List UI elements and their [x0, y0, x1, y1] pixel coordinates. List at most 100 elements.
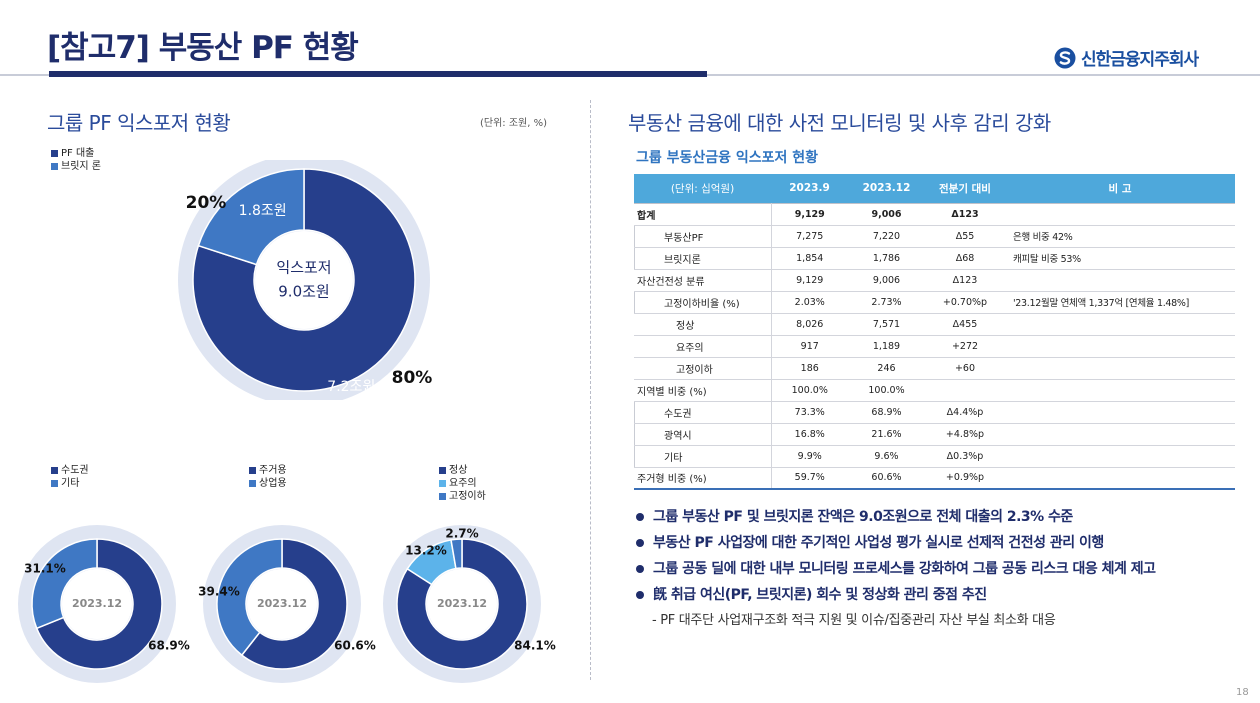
donut-center: [255, 231, 353, 329]
value-2023-12-cell: 2.73%: [848, 291, 925, 314]
qoq-change-cell: Δ0.3%p: [925, 445, 1005, 468]
value-2023-9-cell: 8,026: [771, 313, 848, 336]
slice-percent-label: 39.4%: [198, 585, 240, 599]
legend-item: 상업용: [249, 477, 287, 490]
donut-center: [247, 569, 317, 639]
bullet-item: 그룹 부동산 PF 및 브릿지론 잔액은 9.0조원으로 전체 대출의 2.3%…: [636, 504, 1246, 530]
value-2023-12-cell: 9.6%: [848, 445, 925, 468]
exposure-donut-chart: 7.2조원 80% 1.8조원 20% 익스포저 9.0조원: [178, 160, 433, 400]
legend-item: PF 대출: [51, 147, 101, 160]
legend-item: 수도권: [51, 464, 89, 477]
bullet-text: 그룹 부동산 PF 및 브릿지론 잔액은 9.0조원으로 전체 대출의 2.3%…: [653, 509, 1073, 525]
table-row: 요주의 917 1,189 +272: [634, 335, 1235, 358]
donut-center-label: 9.0조원: [278, 283, 329, 301]
sub-bullet-text: - PF 대주단 사업재구조화 적극 지원 및 이슈/집중관리 자산 부실 최소…: [652, 613, 1056, 628]
value-2023-12-cell: 9,006: [848, 202, 925, 226]
company-logo: 신한금융지주회사: [1054, 45, 1199, 70]
legend-swatch: [439, 493, 446, 500]
row-label-cell: 기타: [634, 445, 772, 468]
table-title: 그룹 부동산금융 익스포저 현황: [636, 150, 819, 166]
value-2023-9-cell: 9,129: [771, 268, 848, 292]
remark-cell: [1005, 357, 1235, 380]
table-row: 부동산PF 7,275 7,220 Δ55 은행 비중 42%: [634, 225, 1235, 248]
remark-cell: 은행 비중 42%: [1005, 225, 1235, 248]
slice-percent-label: 60.6%: [334, 639, 376, 653]
legend-item: 요주의: [439, 477, 486, 490]
legend-swatch: [439, 467, 446, 474]
legend-label: 상업용: [259, 478, 287, 489]
bullet-item: 그룹 공동 딜에 대한 내부 모니터링 프로세스를 강화하여 그룹 공동 리스크…: [636, 556, 1246, 582]
bullet-dot-icon: [636, 513, 644, 521]
donut-center: [62, 569, 132, 639]
donut-center-label: 2023.12: [257, 597, 307, 610]
legend-swatch: [51, 163, 58, 170]
value-2023-9-cell: 16.8%: [771, 423, 848, 446]
logo-text: 신한금융지주회사: [1081, 50, 1199, 70]
row-label-cell: 주거형 비중 (%): [634, 466, 772, 490]
bullet-dot-icon: [636, 565, 644, 573]
slice-percent-label: 2.7%: [445, 527, 478, 541]
value-2023-9-cell: 59.7%: [771, 466, 848, 490]
value-2023-12-cell: 60.6%: [848, 466, 925, 490]
bullet-item: 부동산 PF 사업장에 대한 주기적인 사업성 평가 실시로 선제적 건전성 관…: [636, 530, 1246, 556]
donut-center-label: 익스포저: [276, 259, 331, 277]
usage-donut-chart: 60.6% 39.4% 2023.12: [198, 525, 376, 683]
region-chart-legend: 수도권 기타: [51, 464, 89, 490]
legend-item: 정상: [439, 464, 486, 477]
value-2023-9-cell: 9,129: [771, 202, 848, 226]
qoq-change-cell: Δ123: [925, 202, 1005, 226]
table-row: 자산건전성 분류 9,129 9,006 Δ123: [634, 268, 1235, 292]
value-2023-12-cell: 68.9%: [848, 401, 925, 424]
donut-slice: [216, 538, 283, 657]
row-label-cell: 합계: [634, 202, 772, 226]
slice-percent-label: 20%: [186, 193, 227, 213]
value-2023-9-cell: 186: [771, 357, 848, 380]
remark-cell: [1005, 268, 1235, 292]
qoq-change-cell: +60: [925, 357, 1005, 380]
legend-label: 정상: [449, 465, 468, 476]
qoq-change-cell: +0.70%p: [925, 291, 1005, 314]
quality-donut-chart: 84.1% 13.2% 2.7% 2023.12: [383, 525, 556, 683]
value-2023-12-cell: 7,571: [848, 313, 925, 336]
row-label-cell: 요주의: [634, 335, 772, 358]
row-label-cell: 지역별 비중 (%): [634, 378, 772, 402]
donut-center-label: 2023.12: [437, 597, 487, 610]
donut-slice: [31, 538, 98, 630]
donut-slice: [396, 538, 528, 670]
slice-percent-label: 80%: [392, 368, 433, 388]
section-divider: [590, 100, 591, 680]
value-2023-9-cell: 9.9%: [771, 445, 848, 468]
table-row: 기타 9.9% 9.6% Δ0.3%p: [634, 445, 1235, 468]
main-chart-legend: PF 대출 브릿지 론: [51, 147, 101, 173]
legend-label: 주거용: [259, 465, 287, 476]
row-label-cell: 부동산PF: [634, 225, 772, 248]
value-2023-12-cell: 21.6%: [848, 423, 925, 446]
remark-cell: [1005, 335, 1235, 358]
legend-label: 고정이하: [449, 491, 486, 502]
remark-cell: [1005, 202, 1235, 226]
region-donut-chart: 68.9% 31.1% 2023.12: [18, 525, 190, 683]
legend-swatch: [249, 467, 256, 474]
bullet-dot-icon: [636, 591, 644, 599]
bullet-text: 그룹 공동 딜에 대한 내부 모니터링 프로세스를 강화하여 그룹 공동 리스크…: [653, 561, 1156, 577]
slice-percent-label: 68.9%: [148, 639, 190, 653]
page-number: 18: [1236, 687, 1249, 698]
remark-cell: [1005, 313, 1235, 336]
donut-center: [427, 569, 497, 639]
exposure-table: (단위: 십억원) 2023.9 2023.12 전분기 대비 비 고 합계 9,…: [634, 174, 1235, 490]
title-accent-bar: [49, 71, 707, 77]
remark-cell: 캐피탈 비중 53%: [1005, 247, 1235, 270]
bullet-item: 旣 취급 여신(PF, 브릿지론) 회수 및 정상화 관리 중점 추진: [636, 582, 1246, 608]
qoq-change-cell: [925, 378, 1005, 402]
slice-amount-label: 1.8조원: [239, 203, 287, 219]
value-2023-9-cell: 917: [771, 335, 848, 358]
value-2023-9-cell: 1,854: [771, 247, 848, 270]
table-row: 고정이하비율 (%) 2.03% 2.73% +0.70%p '23.12월말 연체액 …: [634, 291, 1235, 314]
legend-swatch: [439, 480, 446, 487]
row-label-cell: 정상: [634, 313, 772, 336]
table-header-cell: (단위: 십억원): [634, 174, 771, 203]
value-2023-12-cell: 100.0%: [848, 378, 925, 402]
shinhan-logo-icon: [1054, 47, 1076, 68]
slice-percent-label: 84.1%: [514, 639, 556, 653]
donut-slice: [240, 538, 348, 670]
